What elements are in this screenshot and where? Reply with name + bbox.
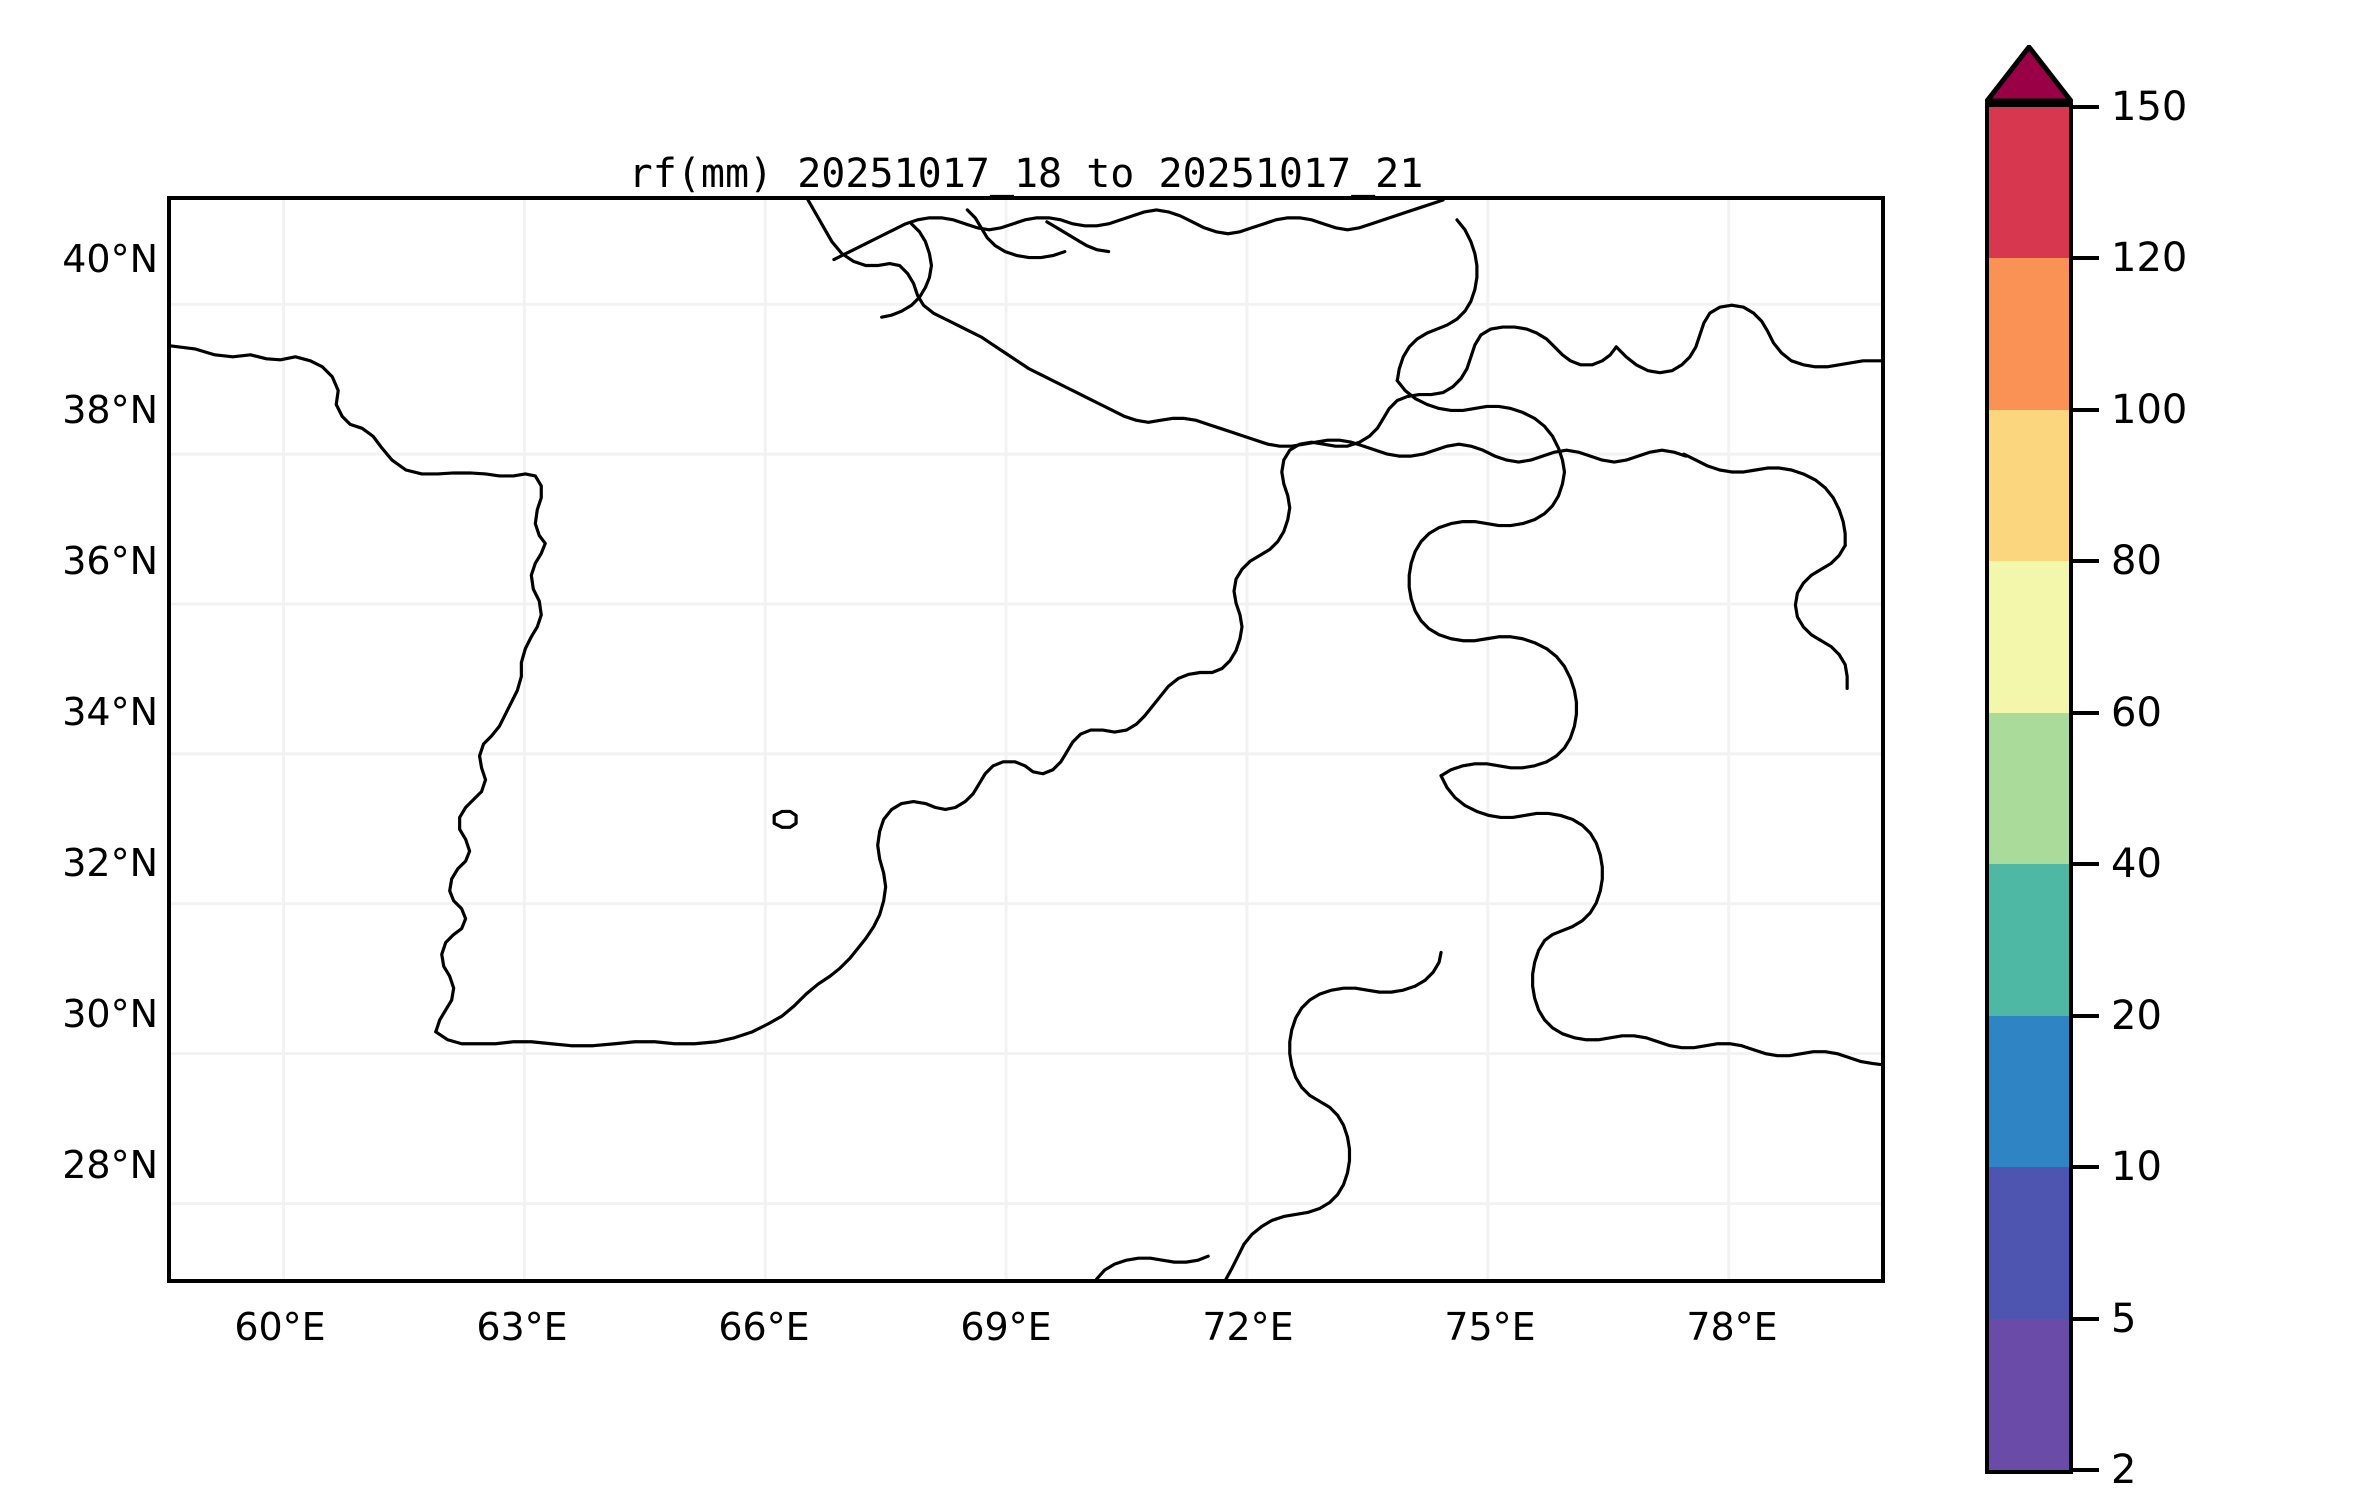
colorbar-label-2: 2 [2111,1447,2137,1493]
colorbar-tickmark-100 [2073,407,2099,412]
colorbar-label-100: 100 [2111,386,2188,433]
colorbar-band-20-40 [1989,864,2069,1016]
ytick-label-30n: 30°N [62,992,158,1036]
colorbar-tickmark-2 [2073,1468,2099,1472]
xtick-label-75e: 75°E [1444,1305,1536,1349]
colorbar-bands [1985,103,2073,1474]
colorbar-label-5: 5 [2111,1295,2137,1342]
colorbar-band-10-20 [1989,1015,2069,1168]
ytick-label-40n: 40°N [62,237,158,281]
colorbar-band-5-10 [1989,1167,2069,1319]
xtick-label-69e: 69°E [960,1305,1052,1349]
map-gridlines [171,200,1881,1279]
xtick-label-78e: 78°E [1686,1305,1778,1349]
colorbar-label-80: 80 [2111,538,2162,585]
colorbar-ticks: 150 120 100 80 60 40 20 10 5 2 [2073,45,2333,1493]
xtick-label-63e: 63°E [476,1305,568,1349]
colorbar-label-60: 60 [2111,689,2162,736]
colorbar-band-120-150 [1989,107,2069,259]
colorbar-band-100-120 [1989,258,2069,410]
colorbar-tickmark-120 [2073,256,2099,261]
colorbar-tickmark-80 [2073,559,2099,564]
xtick-label-60e: 60°E [234,1305,326,1349]
colorbar-label-150: 150 [2111,84,2188,130]
ytick-label-28n: 28°N [62,1143,158,1187]
colorbar[interactable]: 150 120 100 80 60 40 20 10 5 2 [1985,45,2187,1493]
colorbar-label-120: 120 [2111,235,2188,282]
colorbar-band-60-80 [1989,561,2069,713]
ytick-label-36n: 36°N [62,539,158,583]
colorbar-tickmark-150 [2073,105,2099,109]
colorbar-band-40-60 [1989,712,2069,865]
colorbar-band-80-100 [1989,409,2069,562]
ytick-label-34n: 34°N [62,690,158,734]
map-canvas [171,200,1881,1279]
colorbar-tickmark-10 [2073,1165,2099,1170]
colorbar-band-2-5 [1989,1318,2069,1470]
country-borders [171,200,1881,1279]
colorbar-label-40: 40 [2111,841,2162,888]
chart-title-line-1: rf(mm) 20251017_18 to 20251017_21 [628,150,1424,197]
map-axes[interactable] [167,196,1885,1283]
xtick-label-66e: 66°E [718,1305,810,1349]
ytick-label-38n: 38°N [62,388,158,432]
colorbar-tickmark-5 [2073,1316,2099,1321]
colorbar-label-20: 20 [2111,992,2162,1039]
colorbar-tickmark-20 [2073,1013,2099,1018]
ytick-label-32n: 32°N [62,841,158,885]
colorbar-label-10: 10 [2111,1144,2162,1191]
colorbar-extend-max-arrow [1985,45,2073,103]
colorbar-tickmark-60 [2073,710,2099,715]
xtick-label-72e: 72°E [1202,1305,1294,1349]
colorbar-tickmark-40 [2073,862,2099,867]
